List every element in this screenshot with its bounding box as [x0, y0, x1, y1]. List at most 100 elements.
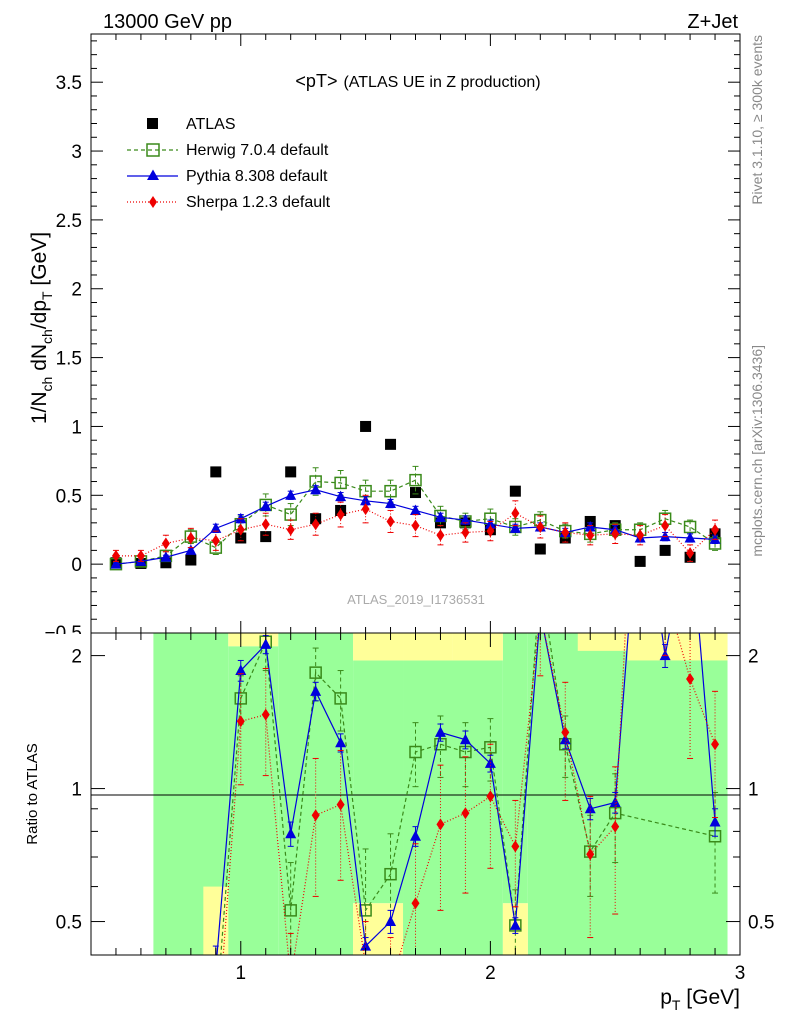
pythia-point	[509, 522, 521, 533]
sherpa-point	[286, 523, 295, 536]
sherpa-point	[287, 973, 295, 985]
legend-item-sherpa: Sherpa 1.2.3 default	[127, 194, 331, 211]
herwig-point	[359, 904, 372, 917]
pythia-point	[584, 802, 596, 814]
xlabel-part: p	[660, 986, 672, 1009]
pythia-point	[635, 474, 646, 485]
legend-label: ATLAS	[186, 116, 236, 133]
pythia-point	[285, 827, 297, 839]
pythia-point	[335, 736, 347, 748]
sherpa-point	[436, 529, 445, 542]
sherpa-line	[222, 633, 716, 955]
y-tick-label: 1.5	[56, 349, 82, 370]
sherpa-point	[387, 979, 395, 991]
atlas-point	[509, 485, 521, 497]
plot-title: <pT> (ATLAS UE in Z production)	[295, 71, 540, 91]
pythia-point	[559, 733, 571, 745]
legend-item-atlas: ATLAS	[147, 116, 236, 133]
legend-marker-herwig	[146, 143, 160, 157]
herwig-point	[535, 572, 546, 583]
ylabel-unit: [GeV]	[28, 232, 51, 292]
uncertainty-band-yellow	[203, 886, 229, 955]
herwig-point	[409, 745, 422, 759]
pythia-point	[210, 522, 222, 533]
y-tick-label: 2.5	[56, 211, 82, 232]
legend-label: Pythia 8.308 default	[186, 168, 328, 185]
uncertainty-band-yellow	[403, 633, 453, 661]
ylabel-part: dN	[28, 344, 51, 377]
sherpa-point	[536, 607, 544, 619]
legend-marker-sherpa	[149, 196, 157, 208]
x-axis-label: pT [GeV]	[660, 986, 740, 1013]
atlas-point	[260, 531, 272, 543]
sherpa-point	[136, 549, 145, 562]
pythia-point	[410, 830, 421, 841]
sherpa-point	[311, 518, 320, 531]
energy-label: 13000 GeV pp	[103, 11, 232, 33]
y-axis-label: 1/Nch dNch/dpT [GeV]	[28, 232, 55, 424]
legend: ATLAS Herwig 7.0.4 default Pythia 8.308 …	[127, 116, 331, 211]
uncertainty-band-yellow	[627, 633, 728, 661]
herwig-point	[210, 1014, 221, 1024]
uncertainty-band-yellow	[353, 633, 404, 661]
atlas-point	[534, 543, 546, 555]
title-main: <pT>	[295, 71, 337, 91]
ratio-y-tick-label-right: 2	[748, 647, 759, 668]
sherpa-point	[361, 503, 370, 516]
sherpa-point	[111, 549, 120, 562]
title-sub: (ATLAS UE in Z production)	[343, 74, 540, 91]
label-mask	[40, 634, 88, 646]
legend-marker-atlas	[147, 118, 158, 129]
uncertainty-band-green	[403, 660, 503, 955]
legend-marker-pythia	[147, 169, 159, 180]
sherpa-point	[261, 708, 270, 721]
ratio-y-tick-label-right: 0.5	[748, 913, 774, 934]
legend-item-herwig: Herwig 7.0.4 default	[127, 142, 329, 159]
sherpa-point	[586, 529, 595, 542]
sherpa-point	[511, 840, 520, 853]
pythia-point	[385, 915, 397, 927]
atlas-point	[160, 557, 172, 569]
y-tick-label: 0	[71, 555, 82, 576]
ratio-y-tick-label-left: 0.5	[56, 913, 82, 934]
y-tick-label: 3	[71, 142, 82, 163]
pythia-point	[459, 514, 471, 525]
analysis-id: ATLAS_2019_I1736531	[347, 592, 485, 607]
sherpa-point	[311, 809, 320, 822]
sherpa-point	[536, 520, 545, 533]
xlabel-sub: T	[672, 997, 681, 1013]
atlas-point	[360, 420, 372, 432]
uncertainty-band-green	[228, 646, 279, 955]
sherpa-point	[636, 341, 644, 353]
pythia-point	[260, 500, 272, 511]
sherpa-point	[711, 523, 720, 536]
pythia-point	[310, 685, 322, 696]
uncertainty-band-green	[527, 633, 728, 955]
pythia-point	[210, 963, 221, 974]
y-tick-label: 2	[71, 280, 82, 301]
sherpa-point	[611, 527, 620, 540]
sherpa-point	[236, 715, 245, 728]
sherpa-point	[411, 519, 420, 532]
atlas-point	[235, 532, 247, 544]
sherpa-point	[461, 807, 470, 820]
uncertainty-band-green	[278, 633, 354, 955]
herwig-line	[115, 479, 716, 565]
atlas-point	[659, 544, 671, 556]
pythia-point	[235, 512, 247, 524]
sherpa-point	[186, 531, 195, 544]
sherpa-point	[686, 673, 695, 686]
uncertainty-band-green	[353, 660, 404, 904]
process-label: Z+Jet	[687, 11, 738, 33]
pythia-point	[185, 544, 197, 555]
ratio-y-axis-label: Ratio to ATLAS	[24, 743, 41, 844]
sherpa-point	[411, 897, 420, 910]
atlas-point	[385, 438, 397, 450]
pythia-point	[260, 638, 272, 649]
ratio-y-tick-label-left: 2	[71, 647, 82, 668]
pythia-point	[659, 649, 671, 661]
series-sherpa	[222, 341, 720, 991]
mcplots-text: mcplots.cern.ch [arXiv:1306.3436]	[749, 345, 765, 557]
sherpa-point	[636, 529, 645, 542]
herwig-point	[334, 692, 347, 705]
